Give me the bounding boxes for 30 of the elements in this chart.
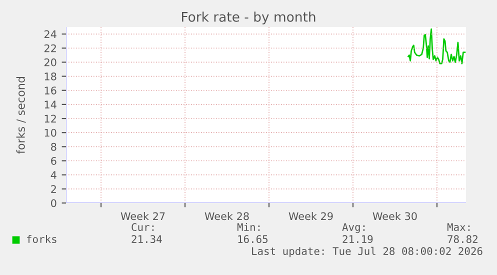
x-tick-label: Week 29	[288, 212, 333, 220]
y-axis-title: forks / second	[16, 77, 26, 154]
text: 16.65	[238, 235, 268, 244]
y-tick-label: 0	[51, 199, 56, 208]
x-tick-label: Week 28	[204, 212, 249, 220]
chart-title: Fork rate - by month	[182, 12, 316, 24]
y-tick-label: 6	[51, 156, 56, 165]
text: Last update: Tue Jul 28 08:00:02 2026	[252, 246, 482, 258]
y-tick-label: 10	[44, 128, 56, 137]
text: Min:	[237, 222, 260, 231]
y-tick-label: 24	[44, 30, 56, 38]
y-tick-label: 14	[44, 100, 56, 108]
text: 78.82	[448, 235, 478, 244]
y-tick-label: 2	[51, 185, 56, 193]
x-tick-label: Week 27	[120, 212, 165, 220]
legend-label: forks	[26, 234, 56, 244]
x-tick-label: Week 30	[372, 212, 417, 220]
y-tick-label: 12	[44, 114, 56, 122]
y-tick-label: 18	[44, 72, 56, 80]
text: Cur:	[132, 223, 154, 232]
text: Avg:	[342, 223, 365, 234]
line-series	[408, 28, 466, 64]
y-tick-label: 8	[51, 142, 56, 151]
text: 21.19	[342, 235, 373, 244]
text: 21.34	[132, 235, 162, 244]
text: Max:	[447, 223, 470, 232]
y-tick-label: 20	[44, 58, 56, 66]
y-tick-label: 22	[44, 44, 56, 52]
y-tick-label: 4	[50, 171, 56, 179]
y-tick-label: 16	[44, 86, 56, 94]
